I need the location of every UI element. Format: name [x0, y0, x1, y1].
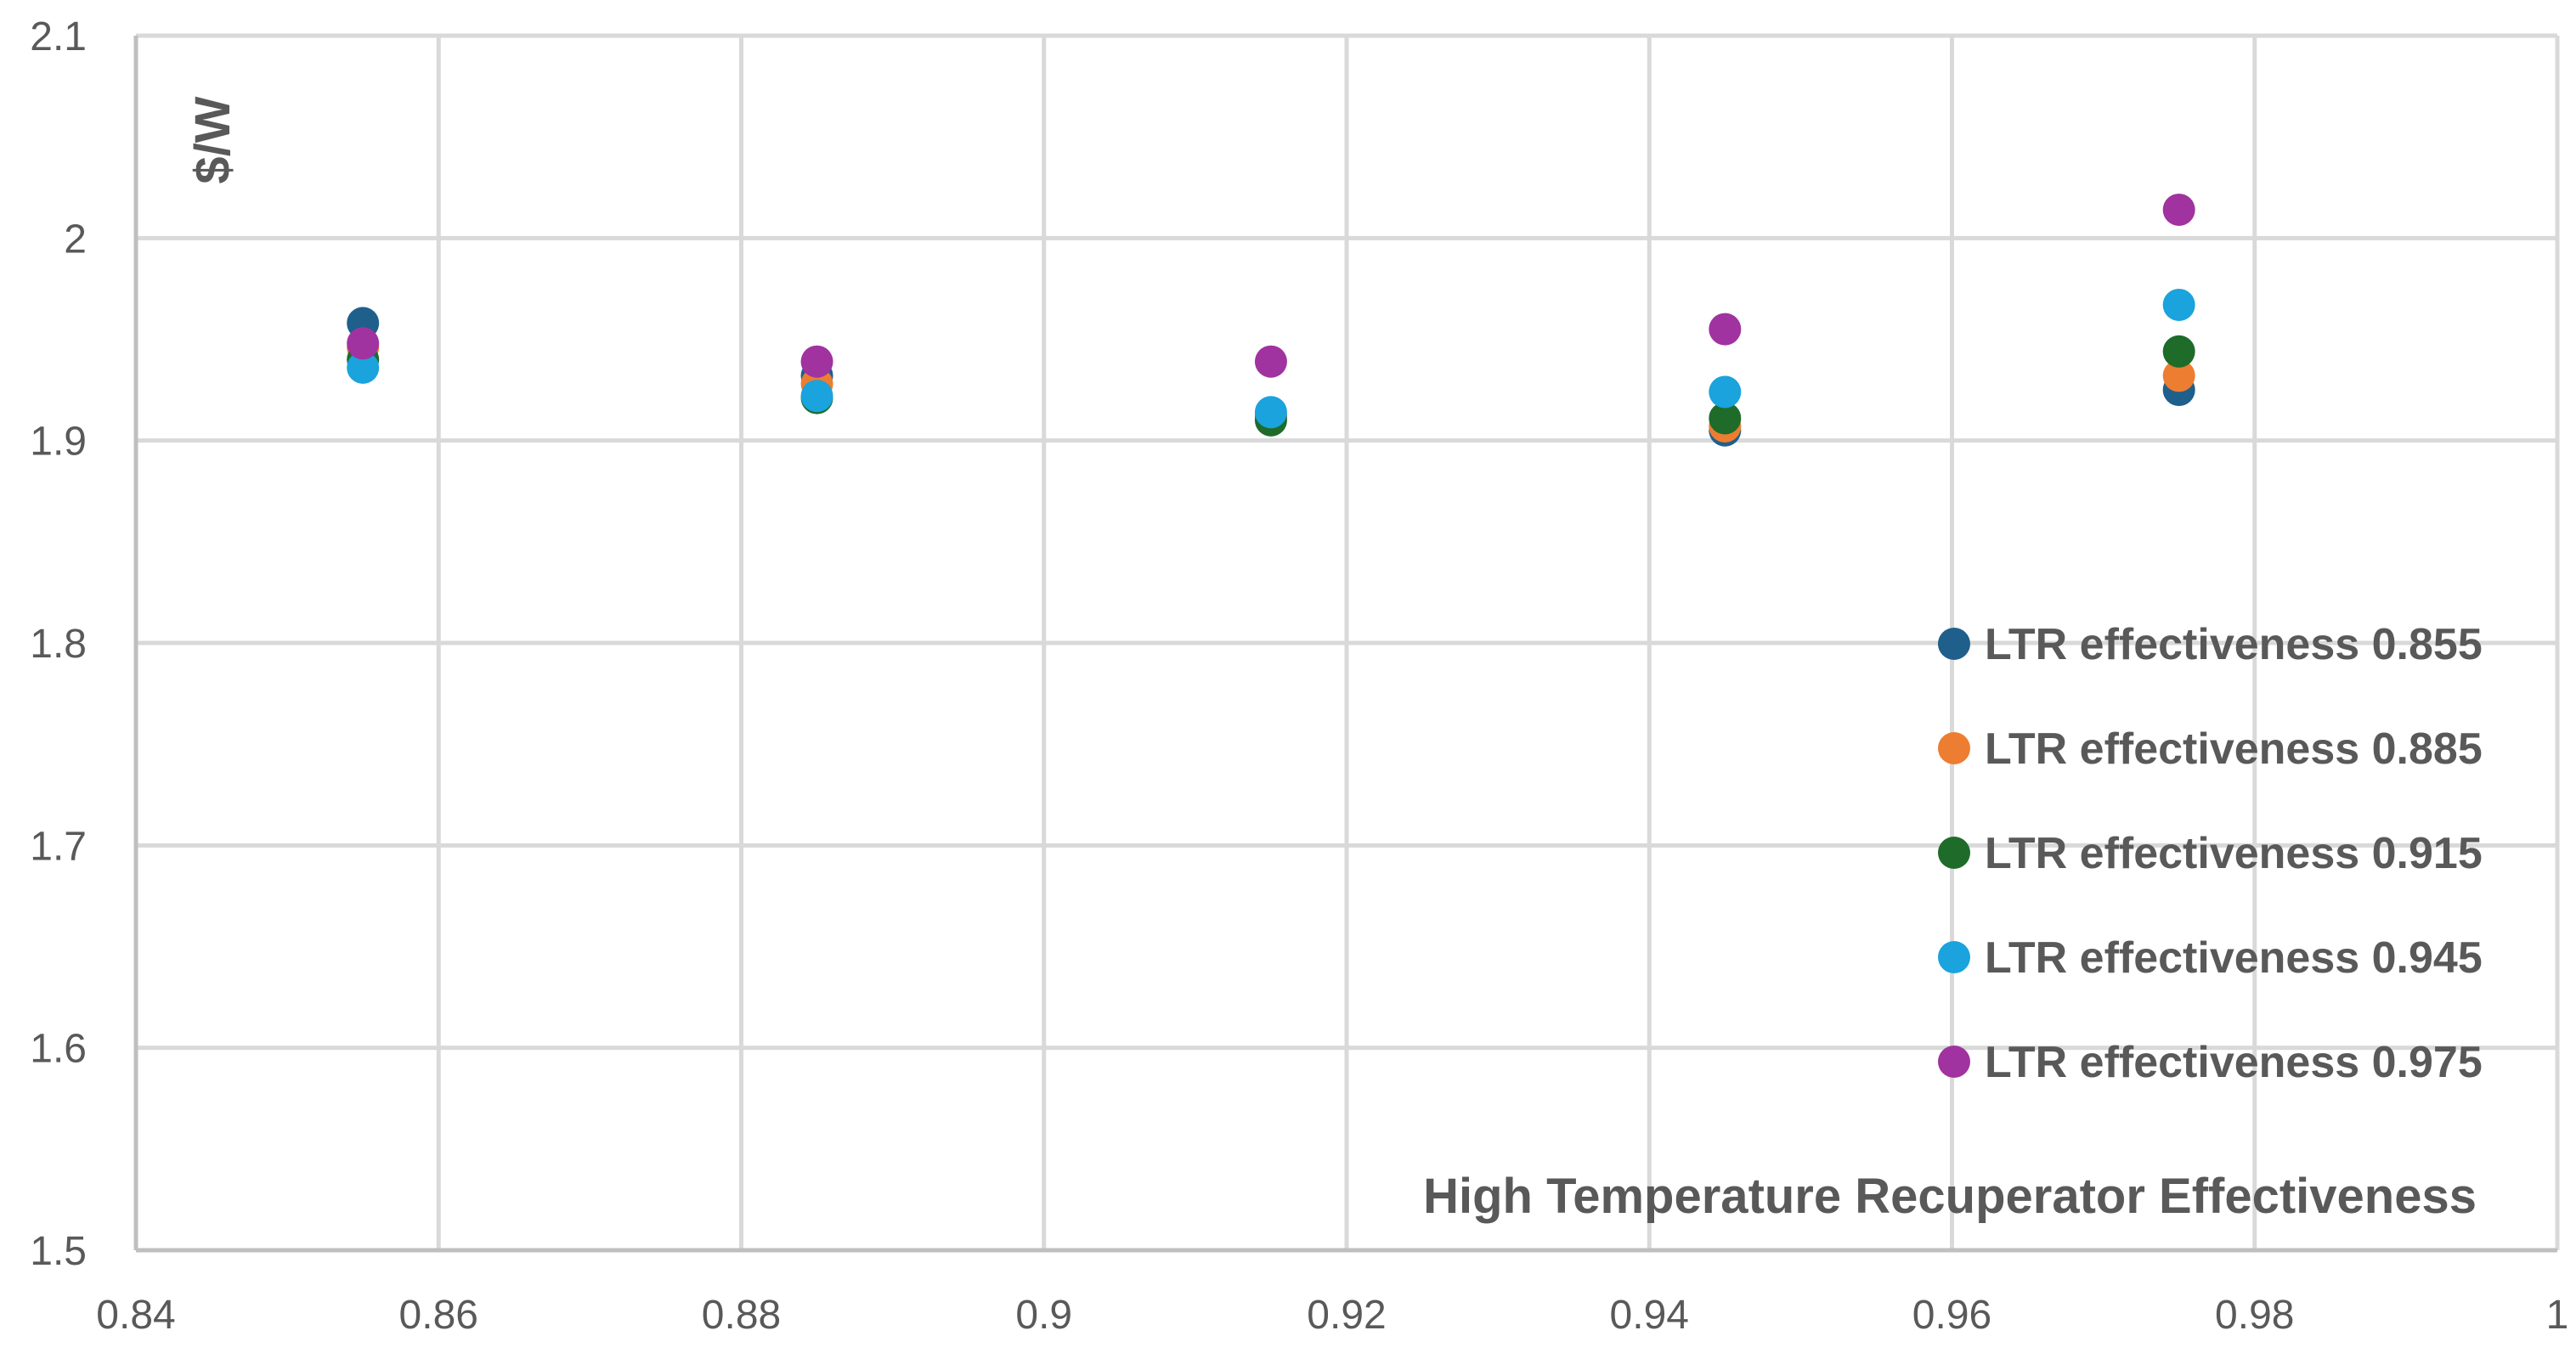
- x-tick-label: 0.86: [399, 1293, 478, 1338]
- x-tick-label: 0.88: [702, 1293, 781, 1338]
- legend-item: LTR effectiveness 0.915: [1938, 829, 2483, 878]
- legend-marker: [1938, 941, 1970, 973]
- y-axis-title: $/W: [185, 96, 240, 183]
- legend-marker: [1938, 732, 1970, 764]
- data-point-series-4: [800, 380, 833, 413]
- x-tick-label: 0.84: [96, 1293, 175, 1338]
- y-tick-label: 1.9: [30, 420, 87, 465]
- data-point-series-5: [2162, 193, 2195, 226]
- y-tick-label: 1.8: [30, 622, 87, 667]
- data-point-series-4: [1254, 396, 1287, 429]
- data-points: [347, 193, 2195, 447]
- y-tick-label: 1.5: [30, 1229, 87, 1274]
- data-point-series-3: [1709, 402, 1742, 435]
- legend-item: LTR effectiveness 0.975: [1938, 1038, 2483, 1087]
- legend-marker: [1938, 628, 1970, 660]
- y-tick-label: 2.1: [30, 14, 87, 59]
- data-point-series-4: [1709, 375, 1742, 409]
- x-tick-label: 0.96: [1912, 1293, 1991, 1338]
- x-tick-label: 0.92: [1307, 1293, 1386, 1338]
- data-point-series-4: [2162, 288, 2195, 321]
- legend-marker: [1938, 1046, 1970, 1078]
- data-point-series-5: [347, 327, 380, 360]
- x-axis-title: High Temperature Recuperator Effectivene…: [1423, 1169, 2477, 1224]
- y-tick-label: 1.7: [30, 824, 87, 869]
- x-tick-label: 1: [2546, 1293, 2569, 1338]
- data-point-series-5: [1254, 345, 1287, 378]
- x-tick-label: 0.94: [1610, 1293, 1689, 1338]
- x-tick-label: 0.98: [2215, 1293, 2294, 1338]
- legend-label: LTR effectiveness 0.915: [1985, 829, 2483, 878]
- data-point-series-3: [2162, 335, 2195, 368]
- data-point-series-4: [347, 351, 380, 384]
- y-tick-label: 1.6: [30, 1027, 87, 1072]
- legend-item: LTR effectiveness 0.945: [1938, 933, 2483, 983]
- data-point-series-2: [2162, 359, 2195, 392]
- legend-label: LTR effectiveness 0.855: [1985, 620, 2483, 669]
- y-tick-label: 2: [64, 217, 87, 262]
- data-point-series-5: [1709, 313, 1742, 346]
- legend-label: LTR effectiveness 0.975: [1985, 1038, 2483, 1087]
- legend-item: LTR effectiveness 0.855: [1938, 620, 2483, 669]
- legend-item: LTR effectiveness 0.885: [1938, 724, 2483, 774]
- data-point-series-5: [800, 345, 833, 378]
- x-tick-label: 0.9: [1015, 1293, 1072, 1338]
- gridlines: [136, 33, 2560, 1250]
- legend-label: LTR effectiveness 0.945: [1985, 933, 2483, 983]
- axes: [133, 36, 2557, 1253]
- legend-label: LTR effectiveness 0.885: [1985, 724, 2483, 774]
- legend: LTR effectiveness 0.855 LTR effectiveness…: [1938, 620, 2483, 1087]
- legend-marker: [1938, 837, 1970, 869]
- tick-labels: 1.5 1.6 1.7 1.8 1.9 2 2.1 0.84 0.86 0.88 0.9 0.92 0.…: [30, 14, 2568, 1338]
